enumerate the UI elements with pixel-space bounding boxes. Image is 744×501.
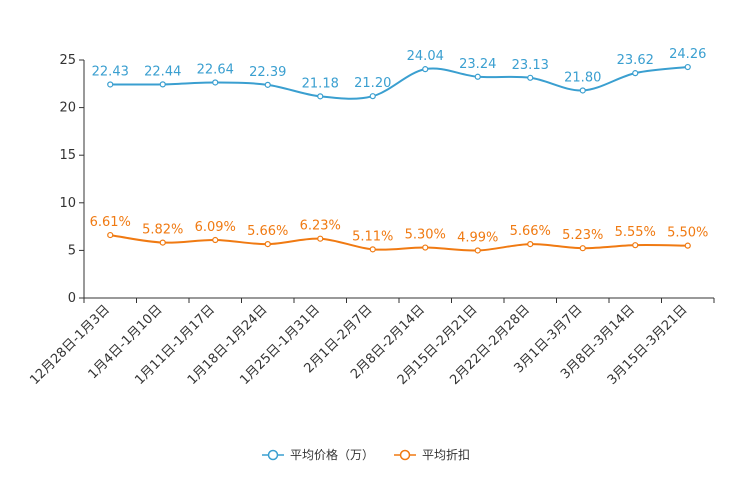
y-tick-label: 0 [68, 291, 76, 306]
legend-marker-icon [399, 449, 411, 461]
data-label: 21.80 [564, 70, 601, 85]
data-point [422, 66, 429, 73]
data-label: 5.30% [405, 228, 446, 243]
data-label: 6.61% [90, 215, 131, 230]
data-point [527, 74, 534, 81]
data-label: 21.18 [302, 76, 339, 91]
data-point [474, 73, 481, 80]
data-label: 22.43 [92, 64, 129, 79]
data-point [684, 242, 691, 249]
data-label: 5.11% [352, 229, 393, 244]
data-label: 24.26 [669, 47, 706, 62]
y-tick-label: 20 [59, 101, 76, 116]
legend-item-1: 平均折扣 [394, 447, 470, 462]
y-tick-label: 15 [59, 148, 76, 163]
legend-label: 平均价格（万） [290, 447, 374, 462]
data-label: 22.64 [197, 62, 234, 77]
data-point [422, 244, 429, 251]
series-0: 22.43 22.44 22.64 22.39 21.18 21.20 24.04 23.24… [92, 47, 706, 100]
data-label: 5.66% [247, 224, 288, 239]
data-point [527, 241, 534, 248]
data-label: 5.50% [667, 226, 708, 241]
data-label: 21.20 [354, 76, 391, 91]
data-point [317, 235, 324, 242]
data-point [212, 236, 219, 244]
data-point [264, 81, 271, 88]
data-label: 5.55% [615, 225, 656, 240]
y-tick-label: 25 [59, 53, 76, 68]
data-point [107, 81, 114, 88]
data-point [159, 239, 166, 246]
data-point [317, 93, 324, 100]
data-point [579, 245, 586, 252]
legend: 平均价格（万） 平均折扣 [262, 447, 470, 462]
series-layer: 22.43 22.44 22.64 22.39 21.18 21.20 24.04 23.24… [90, 47, 708, 254]
data-label: 5.82% [142, 223, 183, 238]
data-label: 24.04 [407, 49, 444, 64]
data-point [159, 81, 166, 88]
y-tick-label: 5 [68, 243, 76, 258]
data-point [369, 93, 376, 100]
data-label: 23.24 [459, 57, 496, 72]
series-line [110, 234, 688, 252]
data-label: 4.99% [457, 230, 498, 245]
data-point [107, 231, 114, 239]
series-line [110, 66, 688, 100]
data-point [474, 247, 481, 254]
data-label: 5.66% [510, 224, 551, 239]
data-point [579, 87, 586, 94]
data-point [264, 241, 271, 248]
data-label: 23.62 [617, 53, 654, 68]
data-point [212, 79, 219, 86]
data-label: 23.13 [512, 58, 549, 73]
y-tick-label: 10 [59, 196, 76, 211]
data-label: 22.39 [249, 65, 286, 80]
data-point [632, 242, 639, 249]
data-point [632, 70, 639, 77]
data-label: 22.44 [144, 64, 181, 79]
series-1: 6.61% 5.82% 6.09% 5.66% 6.23% 5.11% 5.30% 4.99%… [90, 215, 708, 254]
data-point [369, 246, 376, 253]
data-label: 6.09% [195, 220, 236, 235]
data-label: 5.23% [562, 228, 603, 243]
legend-item-0: 平均价格（万） [262, 447, 374, 462]
legend-label: 平均折扣 [422, 447, 470, 462]
legend-marker-icon [267, 449, 279, 461]
data-point [684, 63, 691, 71]
data-label: 6.23% [300, 219, 341, 234]
